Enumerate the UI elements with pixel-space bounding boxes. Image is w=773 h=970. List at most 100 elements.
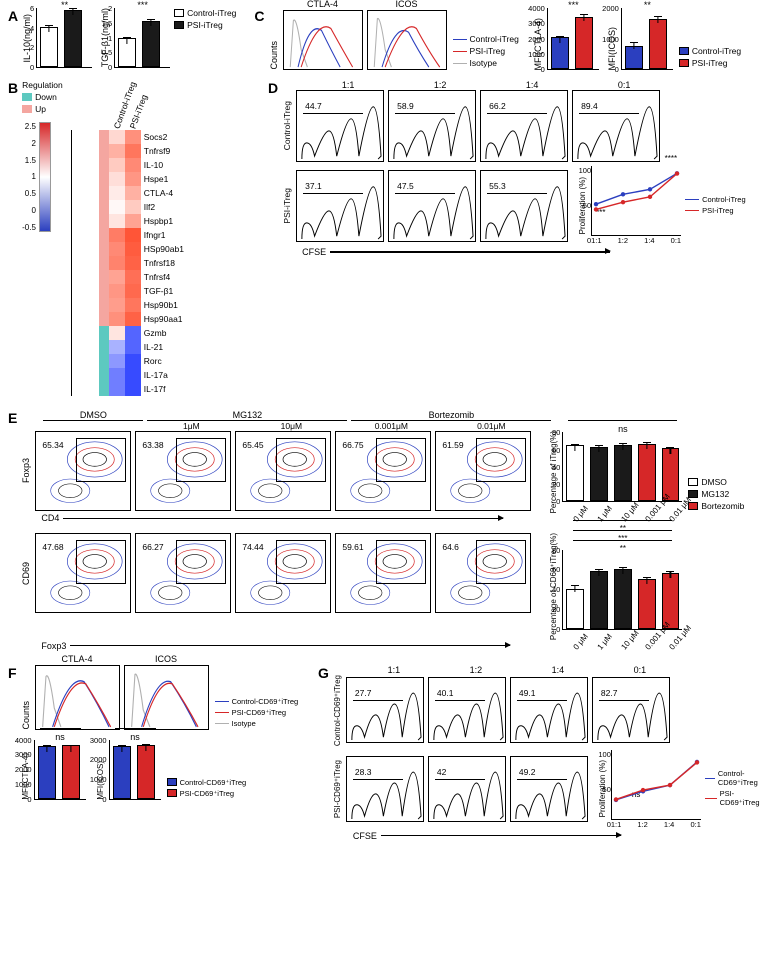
F-ctla4-hist: CTLA-4 bbox=[35, 665, 120, 730]
heatmap-row: Tnfrsf18 bbox=[71, 256, 184, 270]
bar bbox=[62, 745, 80, 798]
bar bbox=[137, 745, 155, 798]
E-hdr-mg132: MG132 bbox=[147, 410, 347, 421]
cfse-histogram: 49.2 bbox=[510, 756, 588, 822]
arrow-icon bbox=[70, 645, 510, 646]
E-hdr-bortezomib: Bortezomib bbox=[351, 410, 551, 421]
E-foxp3-xlab: Foxp3 bbox=[41, 641, 66, 651]
bar bbox=[113, 746, 131, 798]
F-icos-hist: ICOS bbox=[124, 665, 209, 730]
G-xlabel: CFSE bbox=[353, 831, 377, 841]
E-cd69-ylab: CD69 bbox=[21, 562, 31, 585]
bar bbox=[614, 445, 632, 501]
panel-B: B Regulation Down Up 2.521.510.50-0.5 Co… bbox=[8, 80, 258, 396]
G-line-chart: ns bbox=[611, 750, 701, 820]
heatmap-row: IL-10 bbox=[71, 158, 184, 172]
panel-G: G 1:11:21:40:1 Control-CD69⁺iTreg 27.740… bbox=[318, 665, 765, 841]
contour-plot: 61.59 bbox=[435, 431, 531, 511]
heatmap-row: Tnfrsf9 bbox=[71, 144, 184, 158]
cfse-histogram: 28.3 bbox=[346, 756, 424, 822]
bar bbox=[590, 571, 608, 628]
D-line-legend: Control-iTreg PSI-iTreg bbox=[685, 195, 745, 217]
bar bbox=[649, 19, 667, 69]
D-sig-top: **** bbox=[665, 154, 677, 163]
heatmap-row: Hsp90b1 bbox=[71, 298, 184, 312]
ratio-label: 1:2 bbox=[394, 80, 486, 90]
B-reg-title: Regulation bbox=[22, 80, 63, 90]
cfse-histogram: 44.7 bbox=[296, 90, 384, 162]
E-bar-legend: DMSO MG132 Bortezomib bbox=[688, 477, 744, 513]
dose-label bbox=[41, 421, 141, 431]
E-foxp3-ylab: Foxp3 bbox=[21, 458, 31, 483]
C-hist-legend: Control-iTreg PSI-iTreg Isotype bbox=[453, 34, 519, 70]
F-bar-legend: Control-CD69⁺iTreg PSI-CD69⁺iTreg bbox=[167, 778, 247, 800]
dose-label: 10μM bbox=[241, 421, 341, 431]
cfse-histogram: 40.1 bbox=[428, 677, 506, 743]
F-ctla4-bar: ns bbox=[34, 740, 86, 800]
F-hist-legend: Control-CD69⁺iTreg PSI-CD69⁺iTreg Isotyp… bbox=[215, 697, 299, 730]
C-bar-legend: Control-iTreg PSI-iTreg bbox=[679, 46, 741, 70]
bar bbox=[614, 569, 632, 628]
B-reg-down: Down bbox=[22, 92, 63, 102]
heatmap-row: Hspbp1 bbox=[71, 214, 184, 228]
D-control-row: 44.758.966.289.4 bbox=[296, 90, 664, 162]
heatmap-row: Socs2 bbox=[71, 130, 184, 144]
bar bbox=[551, 37, 569, 69]
G-psi-row: 28.34249.2 bbox=[346, 756, 592, 822]
heatmap-row: CTLA-4 bbox=[71, 186, 184, 200]
B-col0: Control-iTreg bbox=[111, 112, 126, 130]
panel-B-label: B bbox=[8, 80, 18, 396]
contour-plot: 47.68 bbox=[35, 533, 131, 613]
bar bbox=[590, 447, 608, 502]
arrow-icon bbox=[330, 251, 610, 252]
B-scale: 2.521.510.50-0.5 bbox=[22, 122, 63, 232]
bar bbox=[64, 10, 82, 67]
heatmap-row: TGF-β1 bbox=[71, 284, 184, 298]
cfse-histogram: 27.7 bbox=[346, 677, 424, 743]
bar bbox=[38, 746, 56, 798]
dose-label: 1μM bbox=[141, 421, 241, 431]
heatmap-row: Hsp90aa1 bbox=[71, 312, 184, 326]
contour-plot: 65.34 bbox=[35, 431, 131, 511]
heatmap-row: IL-17a bbox=[71, 368, 184, 382]
ratio-label: 1:4 bbox=[486, 80, 578, 90]
panel-C: C Counts CTLA-4 ICOS Control bbox=[254, 8, 765, 70]
heatmap-row: Tnfrsf4 bbox=[71, 270, 184, 284]
E-row2-plots: 47.68 66.27 74.44 59.61 64.6 bbox=[35, 533, 535, 613]
panel-F: F Counts CTLA-4 ICOS bbox=[8, 665, 308, 800]
A-legend: Control-iTreg PSI-iTreg bbox=[174, 8, 236, 68]
contour-plot: 74.44 bbox=[235, 533, 331, 613]
ratio-label: 0:1 bbox=[578, 80, 670, 90]
cfse-histogram: 49.1 bbox=[510, 677, 588, 743]
bar bbox=[638, 444, 656, 502]
E-bar-cd69: ******* bbox=[562, 550, 682, 630]
contour-plot: 66.27 bbox=[135, 533, 231, 613]
B-heatmap: Socs2Tnfrsf9IL-10Hspe1CTLA-4Ilf2Hspbp1If… bbox=[71, 130, 184, 396]
panel-A: A IL-10(ng/ml) 6420 ** TGF-β1(ng/ml) 21.… bbox=[8, 8, 236, 68]
heatmap-row: HSp90ab1 bbox=[71, 242, 184, 256]
heatmap-row: Ilf2 bbox=[71, 200, 184, 214]
D-row1-label: PSI-iTreg bbox=[282, 188, 292, 224]
E-row1-plots: 65.34 63.38 65.45 66.75 61.59 bbox=[35, 431, 535, 511]
E-hdr-dmso: DMSO bbox=[43, 410, 143, 421]
G-line-legend: Control-CD69⁺iTreg PSI-CD69⁺iTreg bbox=[705, 769, 765, 809]
C-ctla4-hist: CTLA-4 bbox=[283, 10, 363, 70]
A-il10-chart: ** bbox=[36, 8, 92, 68]
F-icos-bar: ns bbox=[109, 740, 161, 800]
ratio-label: 1:4 bbox=[517, 665, 599, 675]
D-row0-label: Control-iTreg bbox=[282, 101, 292, 150]
bar bbox=[625, 46, 643, 69]
contour-plot: 65.45 bbox=[235, 431, 331, 511]
G-control-row: 27.740.149.182.7 bbox=[346, 677, 674, 743]
panel-A-label: A bbox=[8, 8, 18, 68]
C-counts-label: Counts bbox=[269, 41, 279, 70]
heatmap-row: Gzmb bbox=[71, 326, 184, 340]
dose-label: 0.001μM bbox=[341, 421, 441, 431]
heatmap-row: Hspe1 bbox=[71, 172, 184, 186]
bar bbox=[575, 17, 593, 69]
ratio-label: 1:2 bbox=[435, 665, 517, 675]
D-line-chart: **** *** bbox=[591, 166, 681, 236]
contour-plot: 63.38 bbox=[135, 431, 231, 511]
heatmap-row: Ifngr1 bbox=[71, 228, 184, 242]
B-col1: PSI-iTreg bbox=[127, 112, 142, 130]
